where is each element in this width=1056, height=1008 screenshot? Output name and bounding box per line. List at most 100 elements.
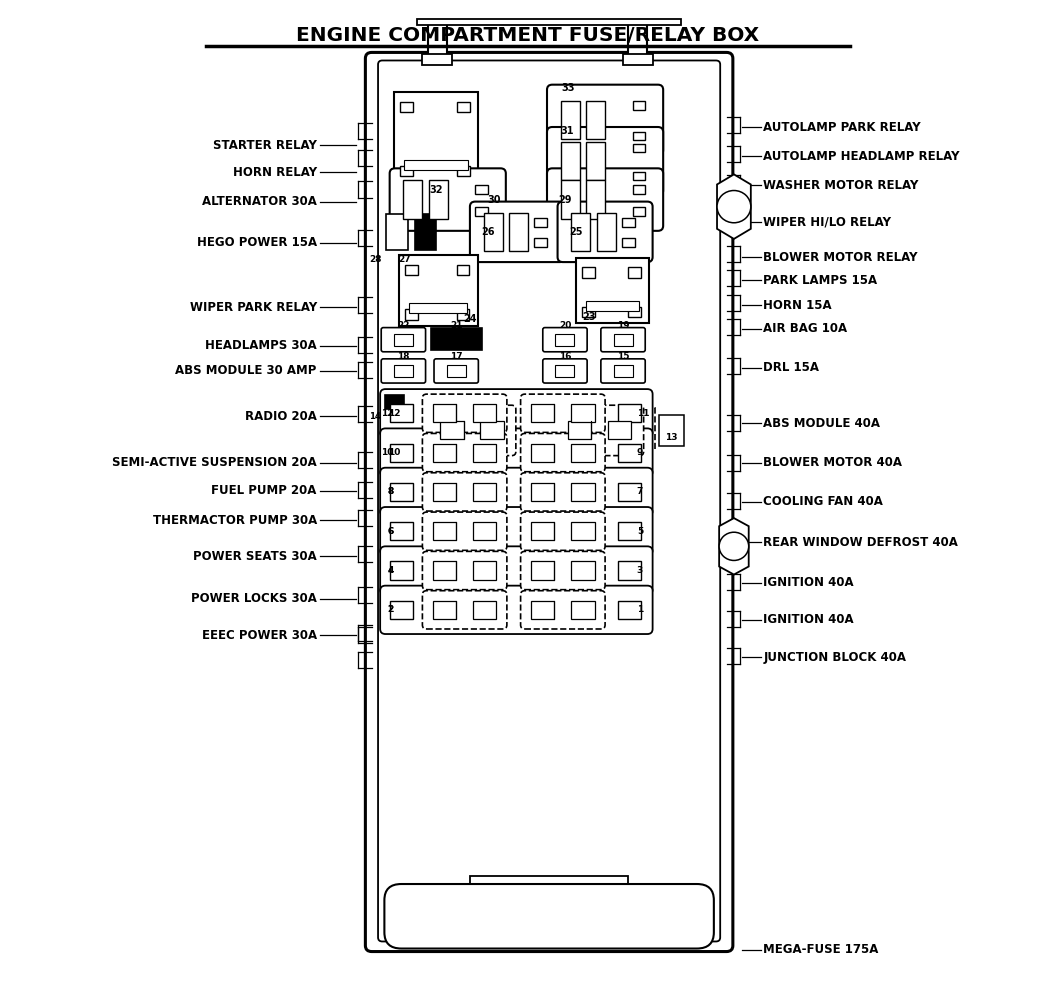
Bar bbox=[633, 172, 645, 180]
Circle shape bbox=[717, 191, 751, 223]
Bar bbox=[618, 444, 641, 462]
Bar bbox=[473, 601, 496, 619]
Bar bbox=[597, 213, 616, 251]
Bar bbox=[576, 258, 649, 323]
FancyBboxPatch shape bbox=[381, 359, 426, 383]
FancyBboxPatch shape bbox=[601, 359, 645, 383]
Bar bbox=[422, 54, 452, 65]
Text: MEGA-FUSE 175A: MEGA-FUSE 175A bbox=[763, 943, 879, 956]
Text: BLOWER MOTOR 40A: BLOWER MOTOR 40A bbox=[763, 457, 903, 469]
Bar bbox=[473, 444, 496, 462]
Text: AIR BAG 10A: AIR BAG 10A bbox=[763, 323, 848, 335]
Text: 24: 24 bbox=[464, 313, 476, 324]
Bar bbox=[431, 328, 482, 350]
FancyBboxPatch shape bbox=[470, 202, 565, 262]
Text: 11: 11 bbox=[637, 409, 649, 417]
Text: WASHER MOTOR RELAY: WASHER MOTOR RELAY bbox=[763, 179, 919, 192]
Bar bbox=[628, 306, 641, 317]
Text: 2: 2 bbox=[388, 606, 394, 614]
Text: 31: 31 bbox=[561, 126, 573, 136]
Bar bbox=[406, 265, 418, 275]
Bar bbox=[531, 561, 554, 580]
Bar bbox=[633, 132, 645, 140]
Bar bbox=[586, 300, 639, 310]
Text: JUNCTION BLOCK 40A: JUNCTION BLOCK 40A bbox=[763, 651, 906, 663]
Bar bbox=[390, 522, 413, 540]
Text: ABS MODULE 40A: ABS MODULE 40A bbox=[763, 417, 881, 429]
Bar bbox=[433, 522, 456, 540]
Text: FUEL PUMP 20A: FUEL PUMP 20A bbox=[211, 485, 317, 497]
FancyBboxPatch shape bbox=[429, 405, 515, 456]
Bar bbox=[618, 522, 641, 540]
Text: BLOWER MOTOR RELAY: BLOWER MOTOR RELAY bbox=[763, 251, 918, 263]
Bar bbox=[433, 444, 456, 462]
Bar bbox=[571, 444, 595, 462]
Bar bbox=[534, 219, 547, 227]
Text: 28: 28 bbox=[370, 255, 382, 263]
Text: 19: 19 bbox=[617, 322, 629, 330]
Bar bbox=[400, 166, 413, 176]
Bar bbox=[394, 334, 413, 346]
Bar bbox=[622, 239, 635, 247]
Bar bbox=[555, 365, 574, 377]
FancyBboxPatch shape bbox=[380, 546, 653, 595]
Text: 7: 7 bbox=[637, 488, 643, 496]
Text: 25: 25 bbox=[569, 227, 582, 237]
Bar bbox=[618, 601, 641, 619]
Text: 10: 10 bbox=[388, 449, 400, 457]
Text: HEADLAMPS 30A: HEADLAMPS 30A bbox=[205, 340, 317, 352]
Bar bbox=[509, 213, 528, 251]
Bar bbox=[390, 483, 413, 501]
FancyBboxPatch shape bbox=[521, 433, 605, 472]
Text: 32: 32 bbox=[430, 184, 442, 195]
FancyBboxPatch shape bbox=[384, 884, 714, 949]
Bar bbox=[534, 239, 547, 247]
Bar bbox=[407, 408, 539, 449]
Text: 14: 14 bbox=[369, 412, 381, 420]
Bar bbox=[571, 601, 595, 619]
Bar bbox=[568, 421, 591, 439]
Text: 15: 15 bbox=[617, 353, 629, 361]
Bar bbox=[571, 483, 595, 501]
FancyBboxPatch shape bbox=[521, 512, 605, 550]
Bar bbox=[571, 404, 595, 422]
Bar bbox=[406, 309, 418, 320]
FancyBboxPatch shape bbox=[380, 468, 653, 516]
Bar bbox=[386, 214, 408, 250]
Bar bbox=[582, 306, 595, 317]
Bar bbox=[480, 887, 618, 899]
Text: POWER SEATS 30A: POWER SEATS 30A bbox=[193, 550, 317, 562]
Bar bbox=[403, 180, 422, 219]
Bar bbox=[410, 303, 467, 313]
Bar bbox=[456, 309, 469, 320]
FancyBboxPatch shape bbox=[422, 433, 507, 472]
Bar bbox=[531, 601, 554, 619]
Bar bbox=[633, 144, 645, 152]
Text: ABS MODULE 30 AMP: ABS MODULE 30 AMP bbox=[175, 365, 317, 377]
Text: IGNITION 40A: IGNITION 40A bbox=[763, 614, 854, 626]
Bar bbox=[473, 404, 496, 422]
FancyBboxPatch shape bbox=[547, 168, 663, 231]
Bar bbox=[404, 160, 468, 170]
Bar bbox=[555, 334, 574, 346]
Bar bbox=[400, 102, 413, 112]
Bar bbox=[440, 421, 464, 439]
Text: 29: 29 bbox=[559, 195, 571, 205]
Bar bbox=[390, 561, 413, 580]
Text: EEEC POWER 30A: EEEC POWER 30A bbox=[202, 629, 317, 641]
Bar bbox=[390, 444, 413, 462]
Bar bbox=[628, 20, 647, 60]
Bar bbox=[473, 522, 496, 540]
Bar bbox=[433, 483, 456, 501]
Text: 17: 17 bbox=[450, 353, 463, 361]
Text: 6: 6 bbox=[388, 527, 394, 535]
Text: 23: 23 bbox=[583, 311, 596, 322]
FancyBboxPatch shape bbox=[543, 359, 587, 383]
Bar bbox=[394, 365, 413, 377]
Bar bbox=[531, 522, 554, 540]
Text: COOLING FAN 40A: COOLING FAN 40A bbox=[763, 496, 884, 508]
Text: 33: 33 bbox=[562, 83, 574, 93]
Bar bbox=[586, 101, 605, 139]
Bar bbox=[561, 180, 580, 219]
Bar bbox=[484, 213, 503, 251]
